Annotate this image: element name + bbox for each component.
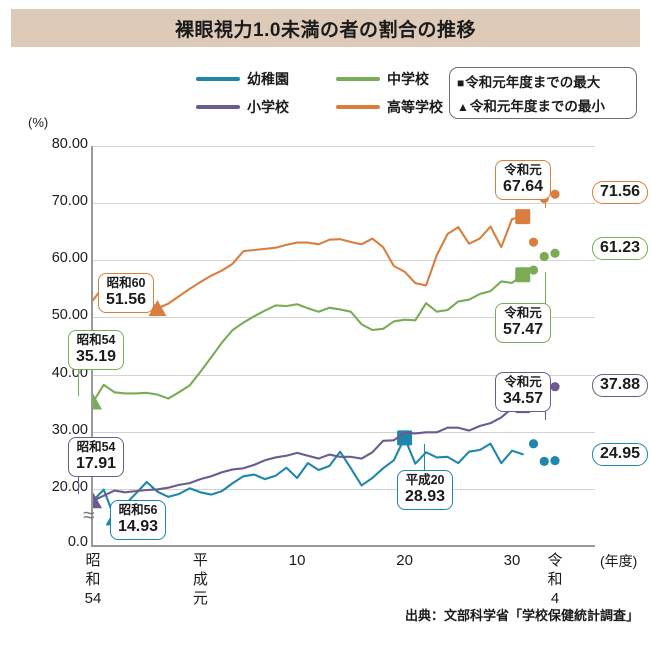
end-label-high-school-end: 71.56 [592, 181, 649, 204]
x-tick-label: 平 成 元 [192, 552, 208, 607]
data-point-中学校 [528, 265, 539, 275]
callout-value: 14.93 [118, 518, 159, 535]
end-label-elementary-end: 37.88 [592, 374, 649, 397]
gridline [93, 374, 595, 376]
gridline [93, 488, 595, 490]
data-point-高等学校 [528, 237, 539, 247]
y-tick-label-zero: 0.0 [67, 534, 88, 550]
series-line-小学校 [93, 404, 524, 502]
callout-leader-line [78, 468, 80, 494]
data-point-中学校 [550, 248, 560, 258]
legend-label-kindergarten: 幼稚園 [247, 71, 289, 87]
end-label-junior-high-end: 61.23 [592, 237, 649, 260]
callout-era: 昭和60 [106, 276, 146, 290]
callout-high-school-max: 令和元 67.64 [495, 160, 552, 200]
axis-break-icon: ≈ [83, 504, 95, 527]
y-tick-label: 70.00 [51, 193, 88, 210]
marker-key-max-row: ■令和元年度までの最大 [457, 71, 636, 95]
chart-title-banner: 裸眼視力1.0未満の者の割合の推移 [11, 9, 640, 47]
marker-key-box: ■令和元年度までの最大 ▲令和元年度までの最小 [449, 67, 637, 119]
x-tick-label: 令 和 4 [547, 552, 563, 607]
gridline [93, 431, 595, 433]
callout-era: 昭和54 [76, 333, 116, 347]
gridline [93, 146, 595, 147]
end-label-kindergarten-end: 24.95 [592, 443, 649, 466]
callout-era: 令和元 [504, 163, 542, 177]
callout-era: 昭和54 [76, 440, 116, 454]
callout-kindergarten-max: 平成20 28.93 [397, 470, 454, 510]
legend-item-high-school[interactable]: 高等学校 [336, 96, 443, 118]
callout-era: 令和元 [504, 375, 542, 389]
legend-item-junior-high[interactable]: 中学校 [336, 68, 429, 90]
legend-label-junior-high: 中学校 [387, 71, 429, 87]
callout-era: 令和元 [504, 306, 542, 320]
callout-leader-line [424, 444, 426, 472]
marker-key-min-label: 令和元年度までの最小 [469, 99, 605, 114]
callout-value: 67.64 [503, 178, 544, 195]
min-marker-高等学校 [148, 300, 167, 317]
series-line-中学校 [93, 273, 524, 404]
legend-swatch-elementary [196, 105, 240, 109]
legend-label-elementary: 小学校 [247, 99, 289, 115]
data-point-高等学校 [550, 189, 560, 199]
data-point-幼稚園 [539, 456, 549, 466]
callout-value: 34.57 [503, 390, 544, 407]
marker-key-max-label: 令和元年度までの最大 [465, 75, 601, 90]
callout-leader-line [78, 362, 80, 396]
gridline [93, 317, 595, 319]
x-tick-label: 20 [396, 552, 413, 569]
max-marker-高等学校 [515, 209, 531, 225]
legend-swatch-high-school [336, 105, 380, 109]
data-point-小学校 [550, 382, 560, 392]
callout-era: 昭和56 [118, 503, 158, 517]
x-axis-line [91, 545, 595, 547]
callout-junior-high-min: 昭和54 35.19 [68, 330, 125, 370]
data-point-幼稚園 [550, 455, 560, 466]
y-axis-unit: (%) [28, 115, 49, 130]
y-tick-label: 60.00 [51, 250, 88, 267]
page-title: 裸眼視力1.0未満の者の割合の推移 [175, 19, 476, 41]
data-point-幼稚園 [528, 439, 539, 449]
x-axis-unit: (年度) [600, 553, 638, 569]
y-tick-label: 80.00 [51, 136, 88, 152]
square-marker-icon: ■ [457, 76, 465, 90]
chart-plot-area [93, 189, 560, 526]
series-line-幼稚園 [93, 436, 524, 519]
gridline [93, 260, 595, 262]
callout-value: 51.56 [106, 291, 147, 308]
callout-kindergarten-min: 昭和56 14.93 [110, 500, 167, 540]
x-tick-label: 30 [503, 552, 521, 569]
legend-swatch-kindergarten [196, 77, 240, 81]
legend-item-kindergarten[interactable]: 幼稚園 [196, 68, 289, 90]
y-tick-label: 30.00 [51, 421, 88, 438]
callout-elementary-max: 令和元 34.57 [495, 372, 552, 412]
x-tick-label: 10 [288, 552, 306, 569]
callout-leader-line [545, 192, 547, 208]
series-line-高等学校 [93, 215, 524, 310]
marker-key-min-row: ▲令和元年度までの最小 [457, 95, 636, 119]
legend: 幼稚園 小学校 中学校 高等学校 [196, 68, 443, 120]
source-attribution: 出典：文部科学省「学校保健統計調査」 [404, 608, 639, 623]
callout-elementary-min: 昭和54 17.91 [68, 437, 125, 477]
x-tick-label: 昭 和 54 [84, 552, 102, 607]
triangle-marker-icon: ▲ [457, 100, 469, 114]
callout-value: 57.47 [503, 321, 544, 338]
y-tick-label: 50.00 [51, 307, 88, 324]
legend-swatch-junior-high [336, 77, 380, 81]
callout-value: 17.91 [76, 455, 117, 472]
callout-high-school-min: 昭和60 51.56 [98, 273, 155, 313]
legend-item-elementary[interactable]: 小学校 [196, 96, 289, 118]
callout-leader-line [545, 272, 547, 305]
min-marker-小学校 [93, 492, 102, 509]
data-point-中学校 [539, 251, 549, 262]
gridline [93, 203, 595, 205]
legend-label-high-school: 高等学校 [387, 99, 443, 115]
max-marker-中学校 [515, 267, 531, 283]
y-axis-tick-labels: 80.00 70.00 60.00 50.00 40.00 30.00 20.00 0.0 [20, 0, 88, 600]
callout-junior-high-max: 令和元 57.47 [495, 303, 552, 343]
callout-value: 35.19 [76, 348, 117, 365]
callout-era: 平成20 [405, 473, 445, 487]
callout-value: 28.93 [405, 488, 446, 505]
